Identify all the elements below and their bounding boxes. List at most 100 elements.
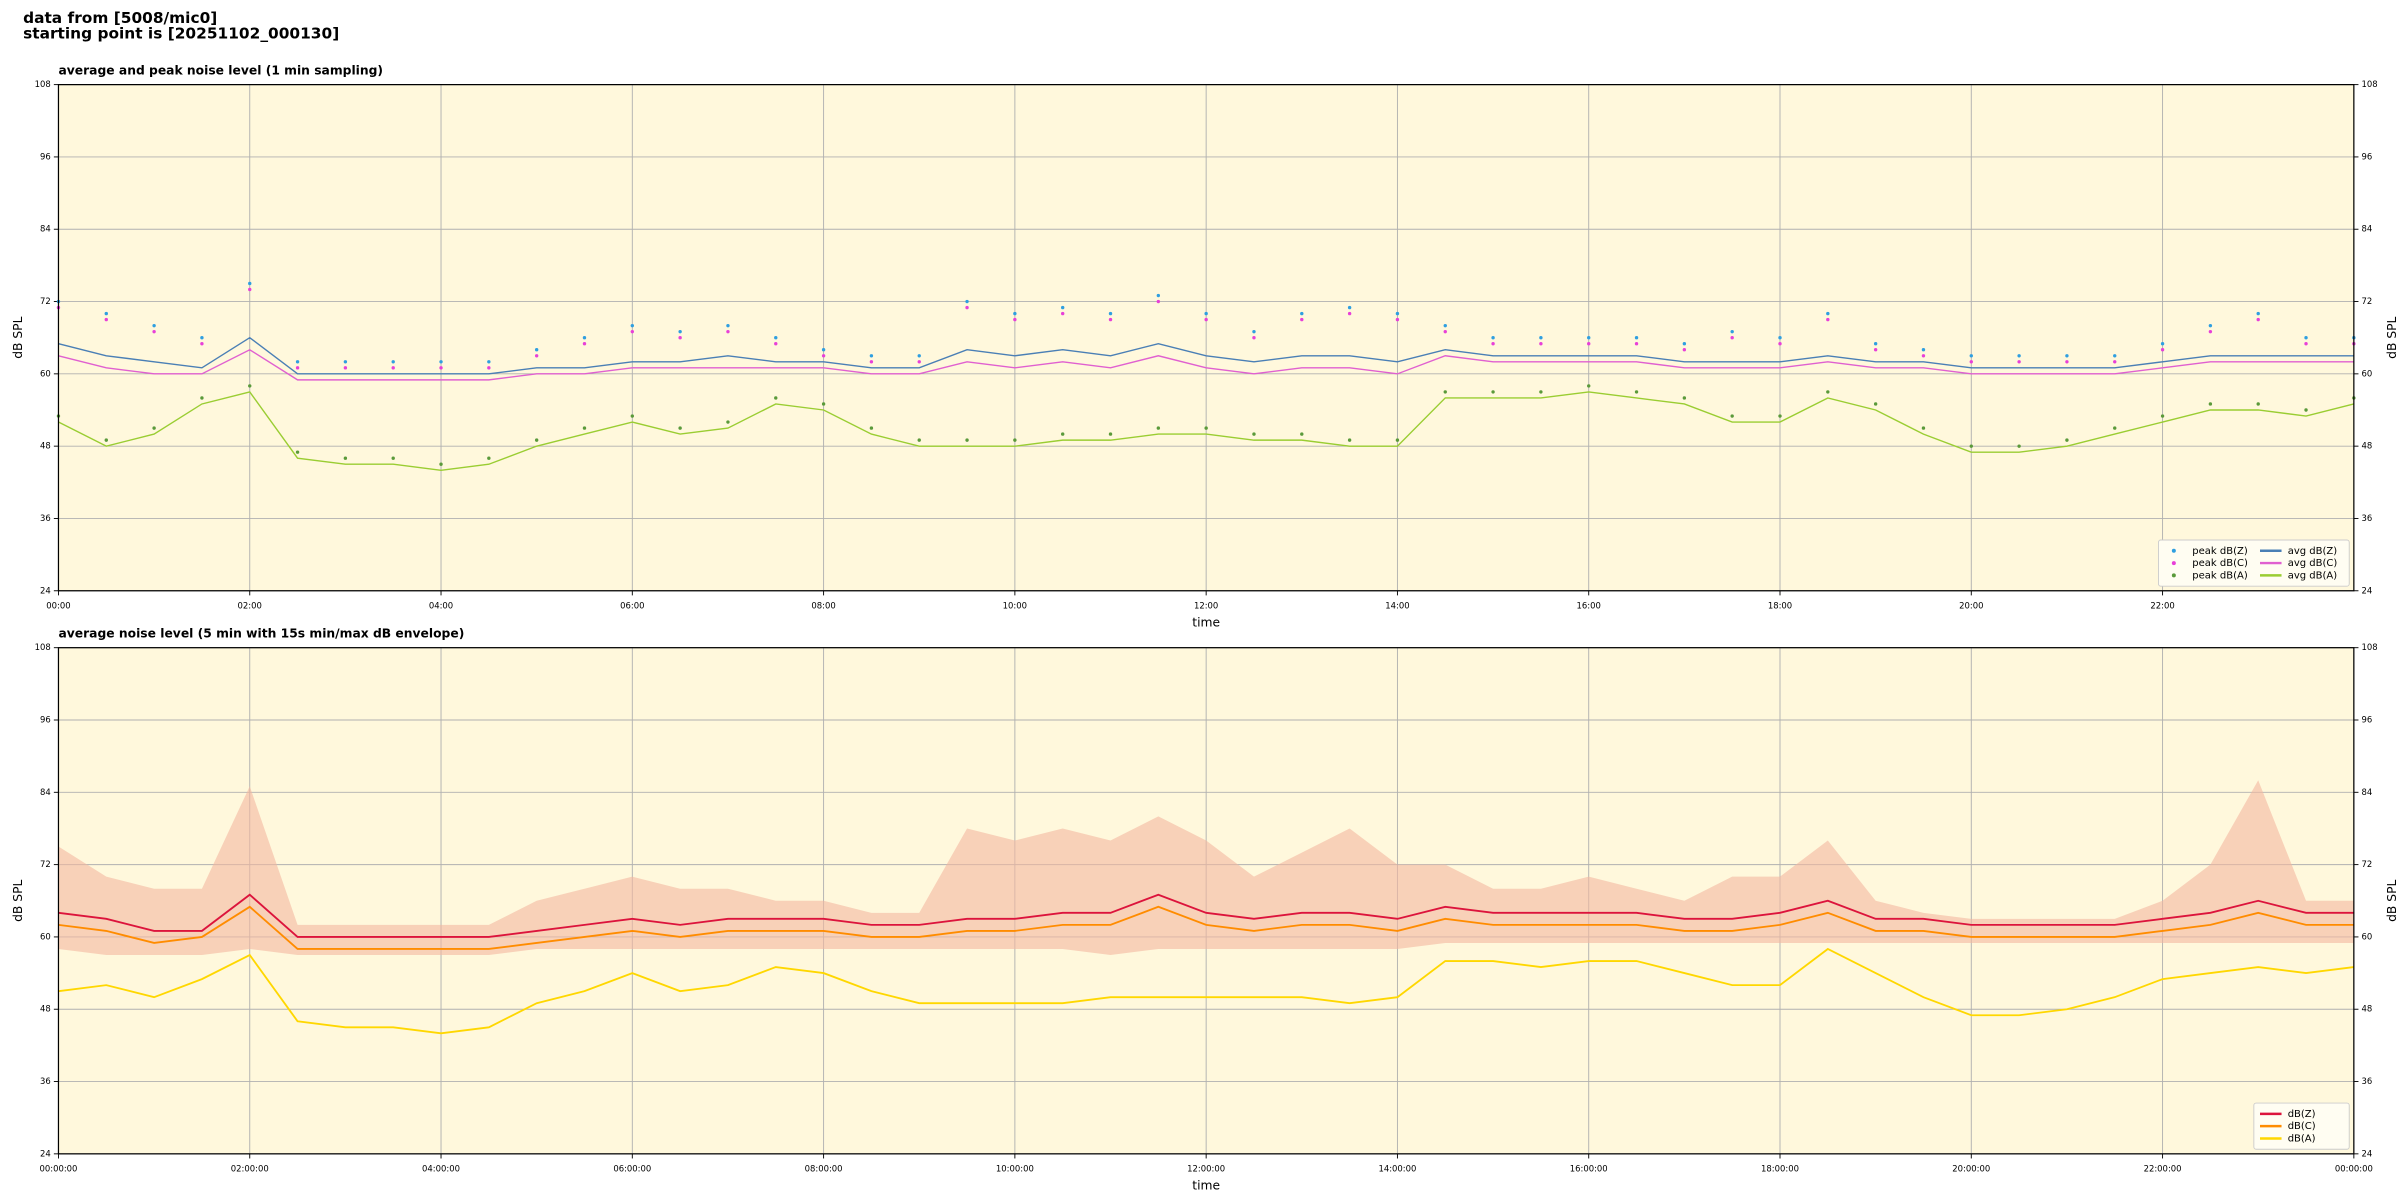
y-tick-label: 72 (40, 296, 51, 306)
peak-dot (1061, 305, 1065, 310)
peak-dot (2160, 348, 2165, 352)
peak-dot (774, 342, 778, 346)
peak-dot (1730, 414, 1734, 418)
peak-dot (1539, 390, 1543, 394)
x-tick-label: 02:00 (238, 601, 262, 611)
y-tick-label-right: 36 (2362, 513, 2373, 523)
peak-dot (391, 360, 395, 364)
peak-dot (582, 342, 587, 346)
peak-dot (1634, 390, 1639, 394)
peak-dot (2256, 402, 2260, 406)
peak-dot (1634, 336, 1639, 340)
peak-dot (917, 438, 921, 442)
y-tick-label: 60 (40, 368, 51, 378)
peak-dot (2160, 342, 2165, 346)
peak-dot (248, 384, 252, 388)
peak-dot (487, 366, 491, 370)
peak-dot (582, 336, 587, 340)
y-tick-label: 24 (40, 1148, 51, 1158)
peak-dot (1539, 336, 1543, 340)
peak-dot (869, 354, 874, 358)
peak-dot (1682, 396, 1687, 400)
peak-dot (1826, 390, 1830, 394)
peak-dot (2208, 323, 2213, 328)
peak-dot (965, 305, 969, 310)
peak-dot (965, 438, 969, 442)
peak-dot (1204, 426, 1208, 430)
peak-dot (1873, 348, 1878, 352)
peak-dot (1395, 438, 1400, 442)
peak-dot (2208, 402, 2213, 406)
peak-dot (439, 366, 443, 370)
peak-dot (1587, 342, 1591, 346)
peak-dot (1969, 360, 1973, 364)
peak-dot (1587, 336, 1591, 340)
series-line (58, 336, 2354, 375)
series-line (58, 905, 2354, 950)
y-tick-label-right: 60 (2362, 368, 2373, 378)
peak-dot (1443, 390, 1447, 394)
x-tick-label: 18:00:00 (1761, 1164, 1799, 1174)
peak-dot (1108, 311, 1113, 316)
y-tick-label: 96 (40, 715, 51, 725)
peak-dot (152, 323, 156, 328)
envelope-band (58, 780, 2354, 955)
y-axis-label-right: dB SPL (2385, 880, 2399, 922)
peak-dot (152, 426, 156, 430)
peak-dot (1204, 311, 1208, 316)
y-axis-label: dB SPL (11, 880, 25, 922)
peak-dot (1252, 432, 1256, 436)
peak-dot (774, 336, 778, 340)
peak-dot (248, 287, 252, 292)
peak-dot (2256, 317, 2260, 322)
peak-dot (1347, 311, 1352, 316)
plot-frame (57, 84, 2355, 592)
peak-dot (1826, 311, 1830, 316)
peak-dot (2065, 360, 2069, 364)
y-axis-label: dB SPL (11, 316, 25, 358)
peak-dot (1491, 390, 1495, 394)
x-tick-label: 14:00:00 (1378, 1164, 1416, 1174)
y-tick-label: 48 (40, 1004, 51, 1014)
peak-dot (2304, 336, 2308, 340)
y-tick-label-right: 96 (2362, 151, 2373, 161)
peak-dot (582, 426, 587, 430)
peak-dot (1778, 342, 1782, 346)
peak-dot (343, 366, 348, 370)
legend-marker (2171, 548, 2176, 553)
peak-dot (2017, 360, 2021, 364)
peak-dot (1969, 444, 1973, 448)
peak-dot (104, 311, 108, 316)
y-axis-label-right: dB SPL (2385, 316, 2399, 358)
peak-dot (1252, 329, 1256, 334)
peak-dot (630, 323, 634, 328)
y-tick-label-right: 84 (2362, 224, 2373, 234)
peak-dot (1347, 438, 1352, 442)
peak-dot (1873, 402, 1878, 406)
y-tick-label: 84 (40, 224, 51, 234)
peak-dot (1204, 317, 1208, 322)
peak-dot (821, 402, 826, 406)
peak-dot (1873, 342, 1878, 346)
y-tick-label-right: 84 (2362, 787, 2373, 797)
y-tick-label-right: 108 (2362, 642, 2378, 652)
y-tick-label-right: 24 (2362, 585, 2373, 595)
x-tick-label: 12:00 (1194, 601, 1218, 611)
legend-label: dB(A) (2288, 1133, 2316, 1144)
peak-dot (1013, 438, 1017, 442)
peak-dot (248, 281, 252, 286)
x-tick-label: 22:00 (2150, 601, 2174, 611)
x-tick-label: 02:00:00 (231, 1164, 269, 1174)
peak-dot (534, 348, 539, 352)
header-line: data from [5008/mic0] (23, 9, 217, 27)
peak-dot (2304, 408, 2308, 412)
x-tick-label: 20:00 (1959, 601, 1983, 611)
legend-label: avg dB(C) (2288, 558, 2338, 569)
peak-dot (1730, 336, 1734, 340)
peak-dot (1108, 317, 1113, 322)
peak-dot (726, 420, 730, 424)
peak-dot (1730, 329, 1734, 334)
peak-dot (1539, 342, 1543, 346)
peak-dot (1491, 336, 1495, 340)
